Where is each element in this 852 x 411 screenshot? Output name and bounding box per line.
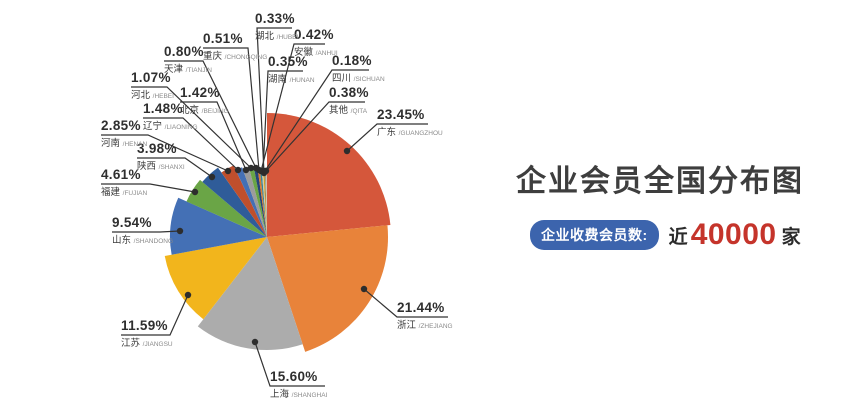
pie-slice-beijing[interactable] [242, 166, 267, 237]
label-line-fujian [101, 183, 196, 193]
pie-slice-zhejiang[interactable] [267, 225, 389, 352]
label-line-liaoning [143, 117, 239, 171]
count-number: 40000 [690, 218, 777, 251]
pie-slice-jiangsu[interactable] [164, 237, 267, 320]
label-line-shanxi [137, 157, 213, 178]
pie-slice-guangzhou[interactable] [267, 113, 391, 237]
pie-slice-shandong[interactable] [170, 197, 267, 255]
label-dot-henan [224, 167, 232, 175]
label-line-zhejiang [363, 288, 448, 318]
count-prefix: 近 [668, 226, 688, 248]
info-panel: 企业会员全国分布图 企业收费会员数: 近 40000 家 [516, 156, 846, 251]
pie-slice-hubei[interactable] [263, 170, 267, 237]
member-count-row: 企业收费会员数: 近 40000 家 [530, 218, 801, 252]
pie-slice-tianjin[interactable] [254, 167, 267, 237]
label-line-sichuan [264, 69, 369, 172]
label-dot-qita [262, 167, 270, 175]
label-line-anhui [260, 43, 325, 172]
label-line-tianjin [164, 60, 257, 169]
pie-slice-hebei[interactable] [249, 167, 267, 237]
label-line-shanghai [254, 341, 325, 387]
label-line-hebei [131, 86, 252, 169]
label-dot-beijing [242, 166, 250, 174]
label-dot-shandong [176, 227, 184, 235]
label-line-chongqing [203, 47, 260, 171]
chart-title: 企业会员全国分布图 [516, 165, 804, 198]
label-line-jiangsu [121, 294, 189, 336]
pie-slice-hunan[interactable] [261, 170, 267, 237]
pie-slice-shanghai[interactable] [197, 237, 303, 351]
label-dot-fujian [191, 188, 199, 196]
label-dot-jiangsu [184, 291, 192, 299]
label-line-qita [265, 101, 365, 172]
pie-slice-liaoning[interactable] [235, 167, 267, 237]
label-dot-liaoning [234, 166, 242, 174]
pie-slice-qita[interactable] [265, 171, 267, 237]
label-line-henan [101, 134, 229, 172]
pie-slice-chongqing[interactable] [257, 168, 267, 237]
label-line-shandong [112, 230, 181, 233]
count-suffix: 家 [781, 226, 801, 248]
pie-slice-sichuan[interactable] [264, 171, 267, 237]
label-dot-guangzhou [343, 147, 351, 155]
label-dot-shanxi [208, 173, 216, 181]
pie-slice-henan[interactable] [221, 165, 267, 237]
label-line-hubei [256, 27, 292, 174]
label-dot-zhejiang [360, 285, 368, 293]
label-line-guangzhou [346, 123, 428, 152]
pie-slice-shanxi[interactable] [202, 167, 267, 237]
pie-slice-fujian[interactable] [186, 179, 268, 237]
pie-slice-anhui[interactable] [259, 169, 267, 237]
label-dot-shanghai [251, 338, 259, 346]
member-count-badge: 企业收费会员数: [530, 220, 659, 250]
label-line-beijing [180, 101, 247, 171]
label-line-hunan [262, 70, 303, 172]
label-dot-hebei [247, 164, 255, 172]
